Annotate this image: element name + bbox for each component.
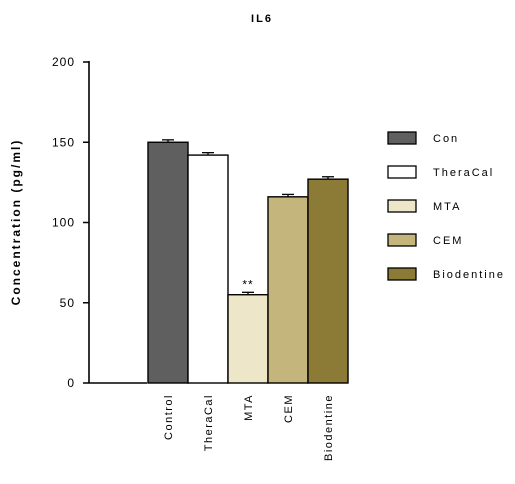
- y-tick-label: 200: [52, 55, 75, 69]
- y-tick-label: 150: [52, 135, 75, 149]
- legend-swatch: [387, 267, 417, 281]
- y-axis-label: Concentration (pg/ml): [9, 139, 23, 306]
- y-tick-label: 50: [60, 296, 75, 310]
- legend-label: MTA: [433, 201, 461, 213]
- legend-label: Biodentine: [433, 269, 505, 281]
- bar-cem: [267, 196, 309, 384]
- x-tick-label: CEM: [283, 394, 295, 423]
- bar-theracal: [187, 154, 229, 384]
- y-tick-label: 100: [52, 216, 75, 230]
- x-tick-label: Biodentine: [323, 394, 335, 461]
- bars: **: [147, 139, 349, 384]
- y-tick-label: 0: [67, 376, 75, 390]
- x-tick-labels: Control TheraCal MTA CEM Biodentine: [163, 394, 335, 461]
- chart-title: IL6: [251, 13, 273, 25]
- bar-biodentine: [307, 178, 349, 384]
- legend-swatch: [387, 131, 417, 145]
- legend-swatch: [387, 199, 417, 213]
- legend-swatch: [387, 233, 417, 247]
- x-tick-label: Control: [163, 394, 175, 440]
- legend-label: CEM: [433, 235, 463, 247]
- x-tick-label: MTA: [243, 394, 255, 421]
- legend-swatch: [387, 165, 417, 179]
- bar-control: [147, 141, 189, 384]
- legend-label: Con: [433, 133, 459, 145]
- legend-label: TheraCal: [433, 167, 494, 179]
- x-tick-label: TheraCal: [203, 394, 215, 451]
- bar-mta: [227, 294, 269, 384]
- legend: Con TheraCal MTA CEM Biodentine: [387, 131, 505, 281]
- significance-label: **: [242, 277, 253, 291]
- y-ticks: 0 50 100 150 200: [52, 55, 89, 390]
